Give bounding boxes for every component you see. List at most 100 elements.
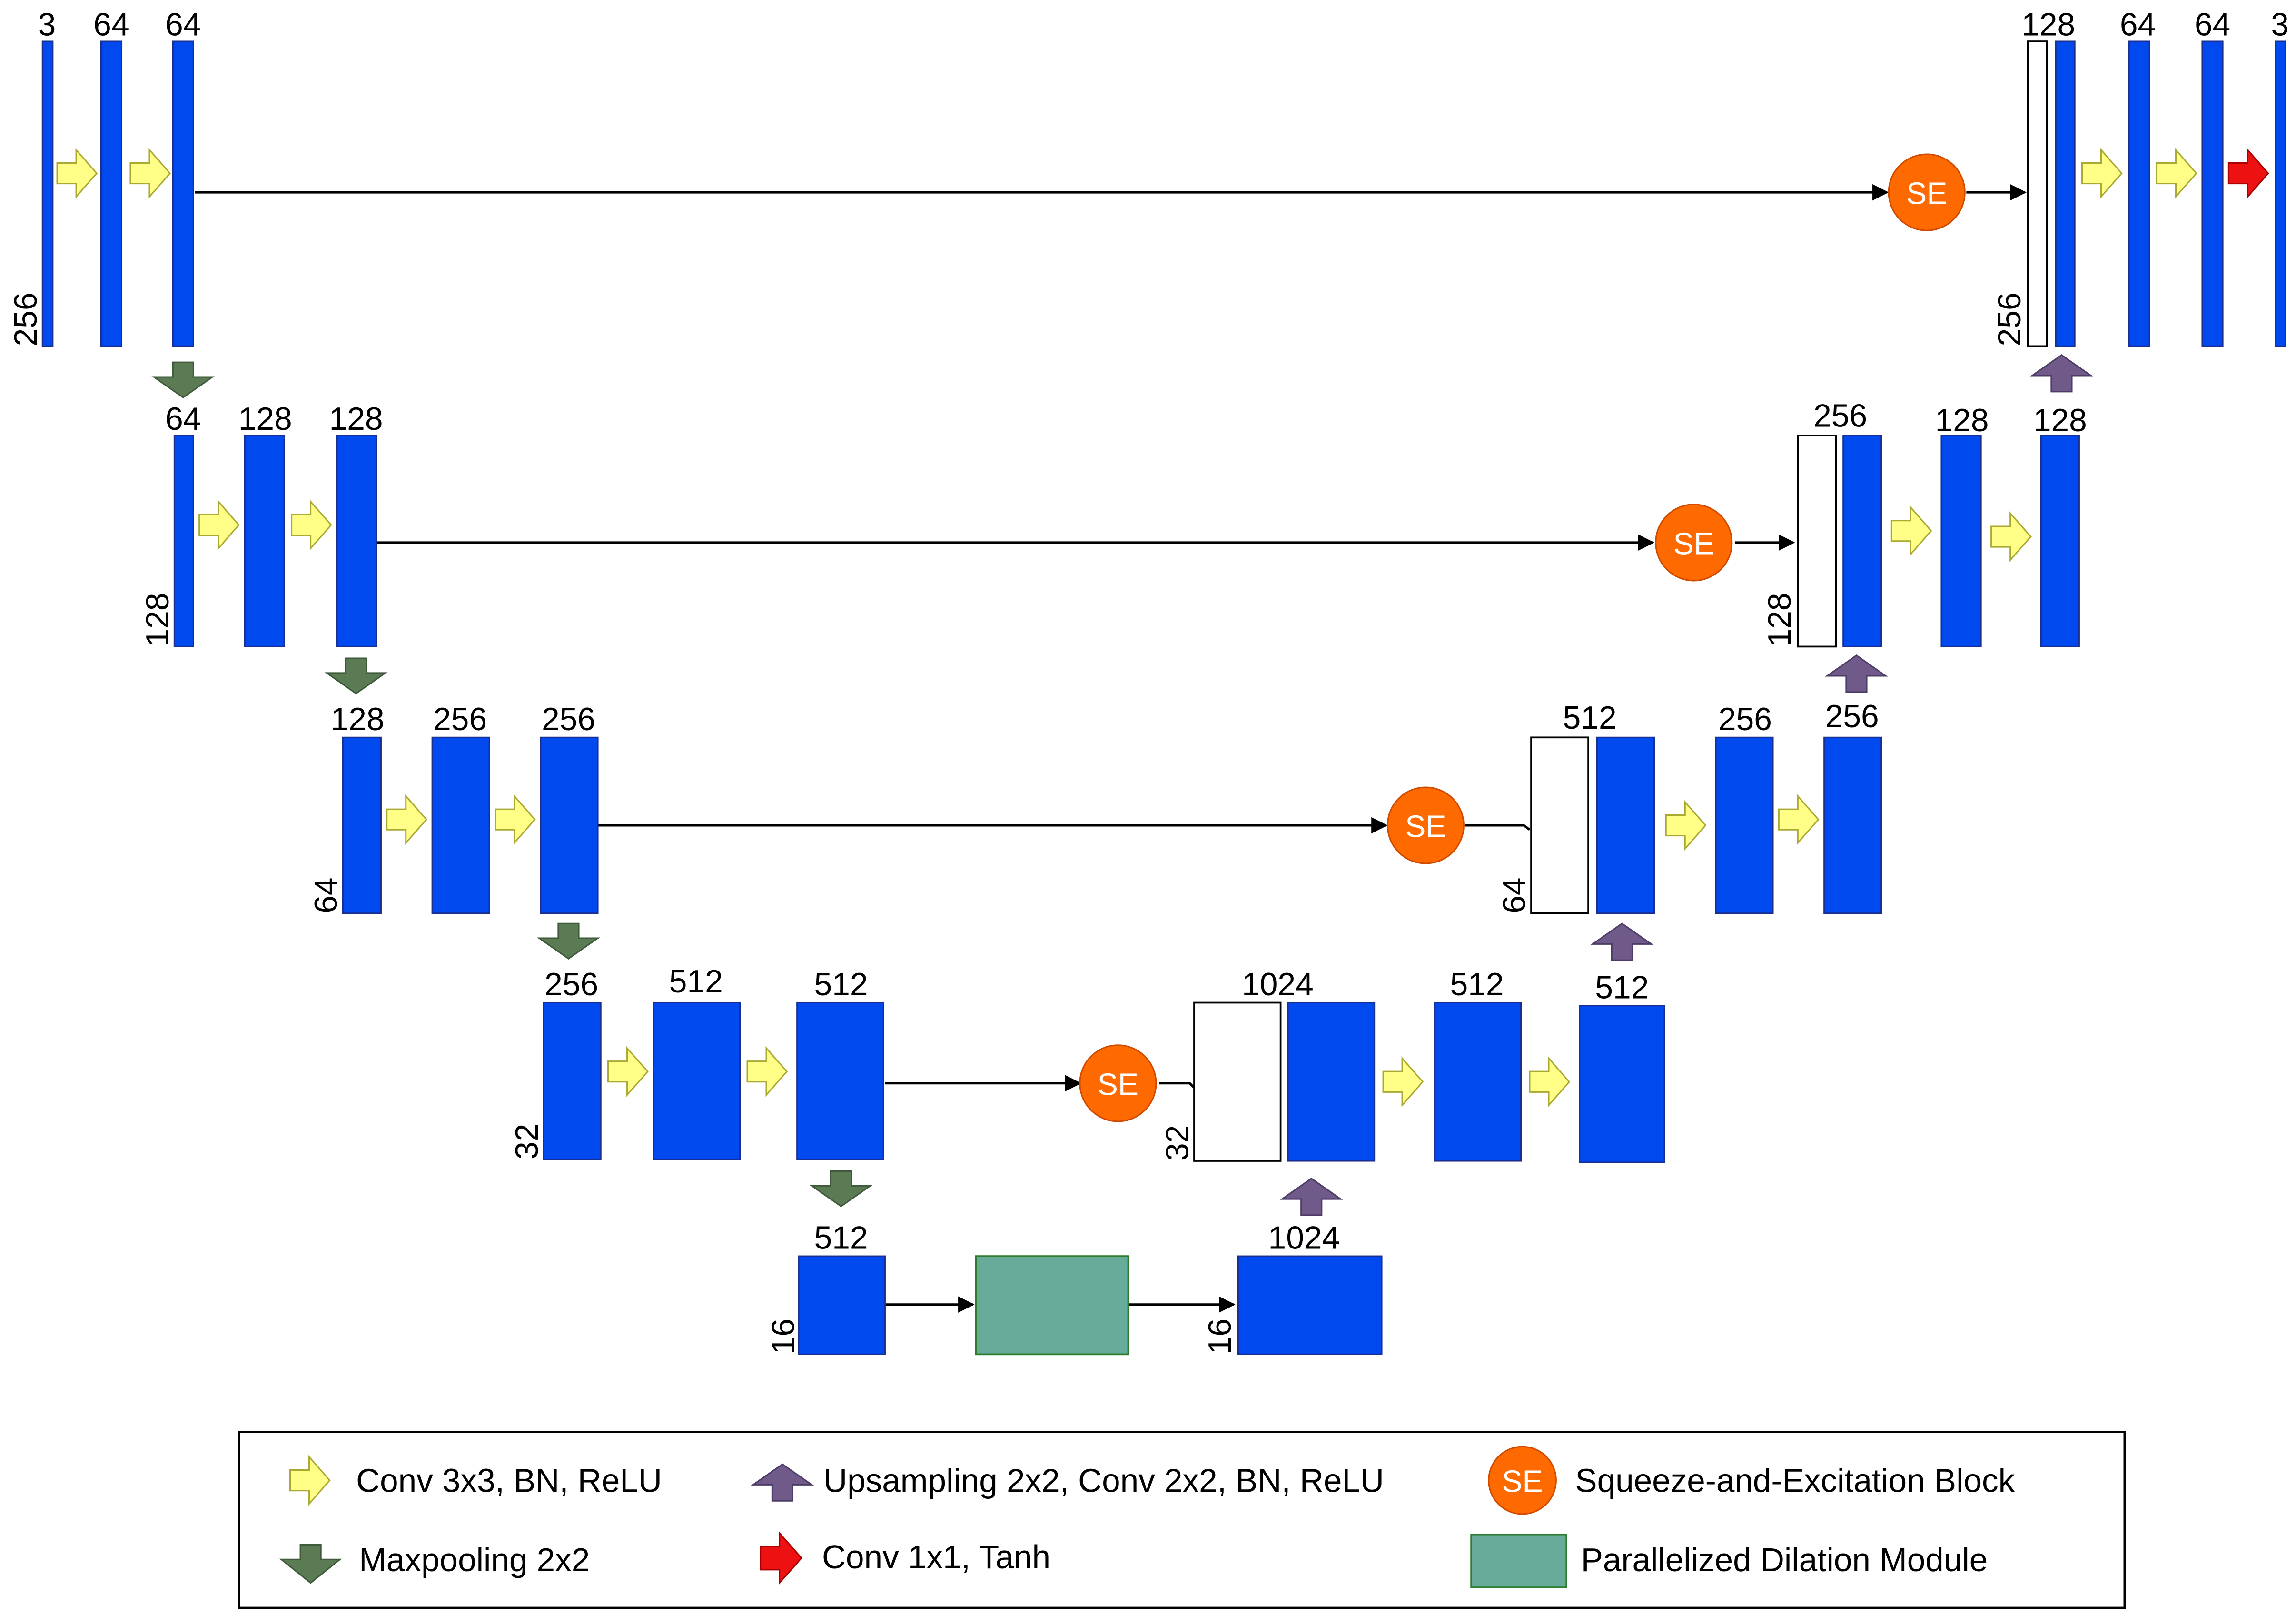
channel-label: 256 <box>1813 398 1867 434</box>
channel-label: 128 <box>1935 403 1989 438</box>
channel-label: 256 <box>1718 702 1772 737</box>
se-block-label: SE <box>1673 526 1714 561</box>
channel-label: 128 <box>2033 403 2087 438</box>
se-block-icon <box>1386 786 1465 864</box>
feature-map <box>100 40 123 347</box>
channel-label: 128 <box>238 401 292 437</box>
upsample-arrow-icon <box>1824 654 1888 693</box>
channel-label: 64 <box>165 401 201 437</box>
size-label: 16 <box>1202 1318 1238 1354</box>
final-conv-arrow-icon <box>760 1531 802 1585</box>
feature-map <box>244 435 285 647</box>
channel-label: 256 <box>1825 699 1879 734</box>
legend-se-label: Squeeze-and-Excitation Block <box>1575 1462 2015 1499</box>
feature-map <box>1434 1001 1522 1162</box>
channel-label: 128 <box>2021 7 2075 43</box>
legend-maxpool-label: Maxpooling 2x2 <box>359 1541 590 1578</box>
feature-map <box>2040 435 2080 647</box>
channel-label: 128 <box>329 401 383 437</box>
se-to-concat-level4 <box>1159 1082 1195 1089</box>
conv-arrow-icon <box>1890 505 1932 556</box>
feature-map <box>1579 1005 1665 1163</box>
feature-map <box>1596 736 1655 914</box>
encoder-level1: 3 64 64 256 <box>8 7 215 398</box>
feature-map <box>540 736 599 914</box>
feature-map <box>173 435 194 647</box>
feature-map <box>543 1001 602 1160</box>
size-label: 128 <box>140 593 176 646</box>
feature-map <box>653 1001 741 1160</box>
encoder-level4: 256 512 512 32 <box>509 964 884 1208</box>
channel-label: 512 <box>1595 970 1649 1005</box>
skip-connections <box>195 184 2027 1313</box>
feature-map <box>172 40 194 347</box>
se-block-label: SE <box>1906 176 1947 211</box>
se-block-label: SE <box>1405 809 1446 844</box>
decoder-level4: SE 1024 512 512 32 <box>1079 922 1665 1163</box>
se-block-icon <box>1488 1446 1557 1515</box>
conv-arrow-icon <box>1529 1056 1571 1108</box>
conv-arrow-icon <box>198 499 240 551</box>
se-block-label: SE <box>1502 1464 1543 1499</box>
size-label: 256 <box>8 292 44 346</box>
bottleneck: 512 1024 16 16 <box>766 1178 1383 1356</box>
feature-map <box>798 1255 886 1355</box>
channel-label: 512 <box>814 967 868 1002</box>
conv-arrow-icon <box>291 499 332 551</box>
channel-label: 1024 <box>1242 967 1314 1002</box>
channel-label: 1024 <box>1268 1220 1340 1256</box>
channel-label: 512 <box>1450 967 1504 1002</box>
maxpool-arrow-icon <box>279 1544 342 1584</box>
channel-label: 128 <box>331 702 385 737</box>
feature-map <box>336 435 377 647</box>
output-map <box>2275 40 2286 347</box>
feature-map <box>1287 1001 1376 1162</box>
conv-arrow-icon <box>289 1455 331 1506</box>
concat-map <box>1797 435 1837 648</box>
channel-label: 64 <box>2120 7 2156 43</box>
concat-map <box>2027 40 2048 347</box>
conv-arrow-icon <box>1665 800 1707 851</box>
se-block-icon <box>1888 153 1966 231</box>
se-to-concat-level3 <box>1465 824 1531 831</box>
channel-label: 3 <box>2271 7 2289 43</box>
conv-arrow-icon <box>746 1046 788 1097</box>
feature-map <box>342 736 382 914</box>
conv-arrow-icon <box>1778 794 1820 845</box>
encoder-level3: 128 256 256 64 <box>308 702 600 960</box>
feature-map <box>2055 40 2076 347</box>
channel-label: 64 <box>165 7 201 43</box>
upsample-arrow-icon <box>1590 922 1654 961</box>
channel-label: 3 <box>38 7 56 43</box>
conv-arrow-icon <box>2156 148 2197 199</box>
legend-dilation-label: Parallelized Dilation Module <box>1581 1541 1988 1578</box>
conv-arrow-icon <box>56 148 98 199</box>
conv-arrow-icon <box>129 148 171 199</box>
channel-label: 64 <box>2195 7 2230 43</box>
size-label: 64 <box>308 877 344 913</box>
legend-upsample-label: Upsampling 2x2, Conv 2x2, BN, ReLU <box>823 1462 1384 1499</box>
feature-map <box>1842 435 1882 647</box>
size-label: 32 <box>509 1124 545 1159</box>
legend-box <box>238 1431 2126 1609</box>
channel-label: 256 <box>544 967 598 1002</box>
feature-map <box>431 736 490 914</box>
feature-map <box>796 1001 884 1160</box>
conv-arrow-icon <box>1382 1056 1424 1108</box>
conv-arrow-icon <box>1990 511 2032 562</box>
legend-final-conv-label: Conv 1x1, Tanh <box>822 1538 1050 1575</box>
feature-map <box>1715 736 1774 914</box>
legend-conv-label: Conv 3x3, BN, ReLU <box>356 1462 662 1499</box>
feature-map <box>1823 736 1882 914</box>
se-block-icon <box>1655 504 1733 582</box>
upsample-arrow-icon <box>1279 1178 1343 1216</box>
channel-label: 512 <box>669 964 723 1000</box>
maxpool-arrow-icon <box>537 922 600 960</box>
dilation-module <box>975 1255 1129 1356</box>
conv-arrow-icon <box>2081 148 2123 199</box>
decoder-level2: SE 256 128 128 128 <box>1655 354 2093 648</box>
channel-label: 256 <box>542 702 595 737</box>
concat-map <box>1530 736 1589 914</box>
